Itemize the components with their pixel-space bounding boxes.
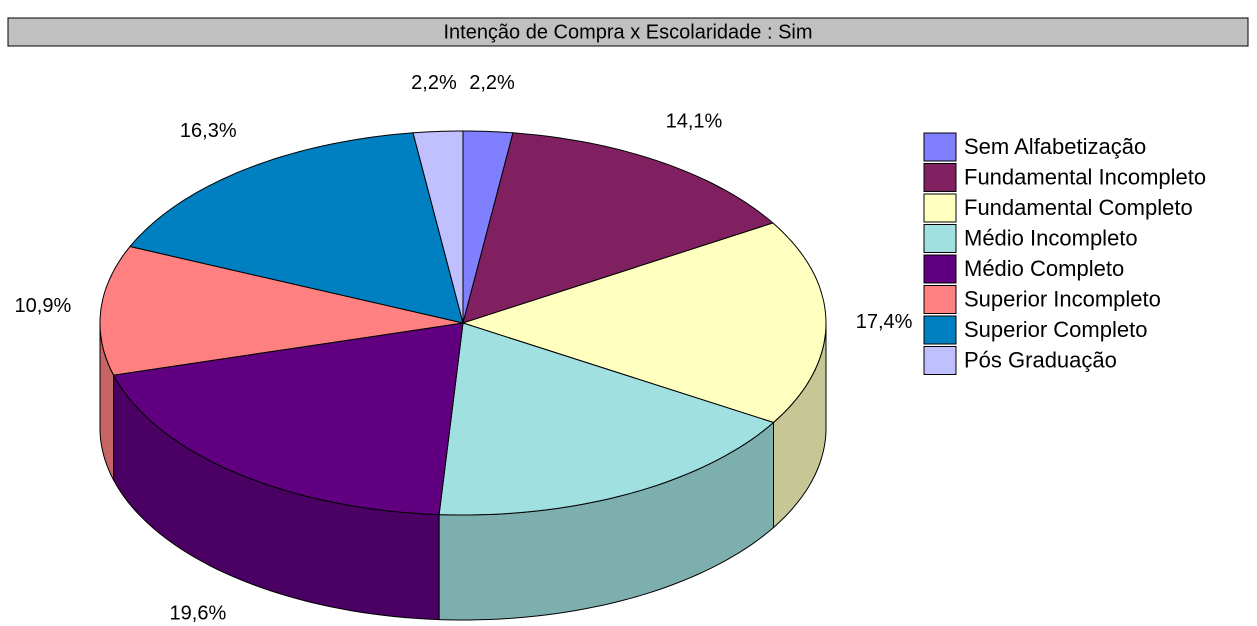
slice bbox=[129, 132, 464, 324]
data-label: 10,9% bbox=[15, 295, 72, 317]
legend-swatch bbox=[923, 163, 957, 192]
legend-label: Superior Completo bbox=[964, 317, 1147, 342]
legend-swatch bbox=[923, 224, 957, 253]
legend-swatch bbox=[923, 315, 957, 345]
legend-label: Médio Completo bbox=[964, 256, 1124, 281]
legend-label: Médio Incompleto bbox=[964, 225, 1138, 250]
legend-swatch bbox=[923, 254, 957, 284]
slice bbox=[461, 222, 827, 424]
data-label: 16,3% bbox=[180, 120, 237, 142]
legend-swatch bbox=[923, 132, 957, 162]
slice bbox=[462, 132, 774, 324]
title-bar bbox=[7, 17, 1249, 47]
legend-swatch bbox=[923, 285, 957, 314]
legend-label: Superior Incompleto bbox=[964, 286, 1161, 311]
legend-swatch bbox=[923, 346, 957, 375]
legend-label: Sem Alfabetização bbox=[964, 134, 1146, 159]
data-label: 14,1% bbox=[666, 111, 723, 133]
legend-label: Fundamental Completo bbox=[964, 195, 1193, 220]
legend-label: Pós Graduação bbox=[964, 347, 1117, 372]
slice bbox=[112, 322, 464, 516]
data-label: 17,4% bbox=[856, 311, 913, 333]
data-label: 2,2% bbox=[469, 72, 515, 94]
slice bbox=[99, 245, 464, 376]
legend-label: Fundamental Incompleto bbox=[964, 164, 1206, 189]
legend-swatch bbox=[923, 193, 957, 223]
data-label: 19,6% bbox=[170, 603, 227, 625]
data-label: 2,2% bbox=[411, 72, 457, 94]
slice bbox=[438, 322, 775, 516]
chart-title: Intenção de Compra x Escolaridade : Sim bbox=[443, 21, 812, 43]
slice bbox=[412, 130, 464, 324]
